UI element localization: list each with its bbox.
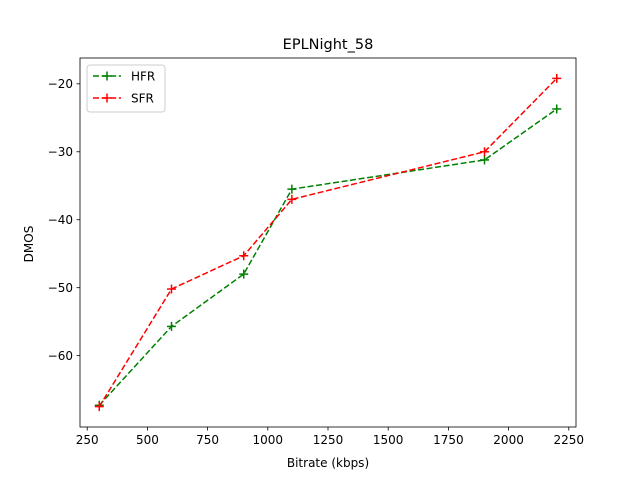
data-point-hfr	[287, 184, 297, 194]
legend-item-hfr: HFR	[93, 69, 155, 83]
data-point-hfr	[552, 104, 562, 114]
data-point-sfr	[94, 402, 104, 412]
legend-label: SFR	[131, 91, 154, 105]
y-tick-label: −60	[48, 349, 73, 363]
x-tick-label: 2000	[493, 433, 524, 447]
x-tick-label: 1250	[313, 433, 344, 447]
data-point-hfr	[480, 155, 490, 165]
y-axis: −60 −50 −40 −30 −20	[48, 77, 80, 363]
legend-item-sfr: SFR	[93, 91, 154, 105]
data-point-sfr	[239, 251, 249, 261]
series-line-hfr	[98, 108, 558, 406]
x-tick-label: 1500	[373, 433, 404, 447]
x-tick-label: 250	[76, 433, 99, 447]
data-point-sfr	[480, 147, 490, 157]
y-axis-label: DMOS	[22, 226, 36, 263]
data-point-sfr	[166, 284, 176, 294]
legend: HFR SFR	[86, 64, 166, 113]
x-tick-label: 1750	[433, 433, 464, 447]
x-tick-label: 1000	[253, 433, 284, 447]
y-tick-label: −30	[48, 145, 73, 159]
y-tick-label: −50	[48, 281, 73, 295]
data-point-hfr	[239, 269, 249, 279]
series-line-sfr	[98, 77, 558, 408]
data-point-sfr	[552, 73, 562, 83]
data-point-hfr	[166, 321, 176, 331]
plot-area	[79, 57, 577, 428]
x-tick-label: 500	[136, 433, 159, 447]
legend-label: HFR	[131, 69, 155, 83]
chart-title: EPLNight_58	[283, 37, 374, 53]
x-axis: 250 500 750 1000 1250 1500 1750 2000 2250	[76, 427, 584, 447]
data-point-sfr	[287, 194, 297, 204]
y-tick-label: −20	[48, 77, 73, 91]
x-axis-label: Bitrate (kbps)	[287, 456, 369, 470]
x-tick-label: 2250	[554, 433, 585, 447]
x-tick-label: 750	[196, 433, 219, 447]
y-tick-label: −40	[48, 213, 73, 227]
